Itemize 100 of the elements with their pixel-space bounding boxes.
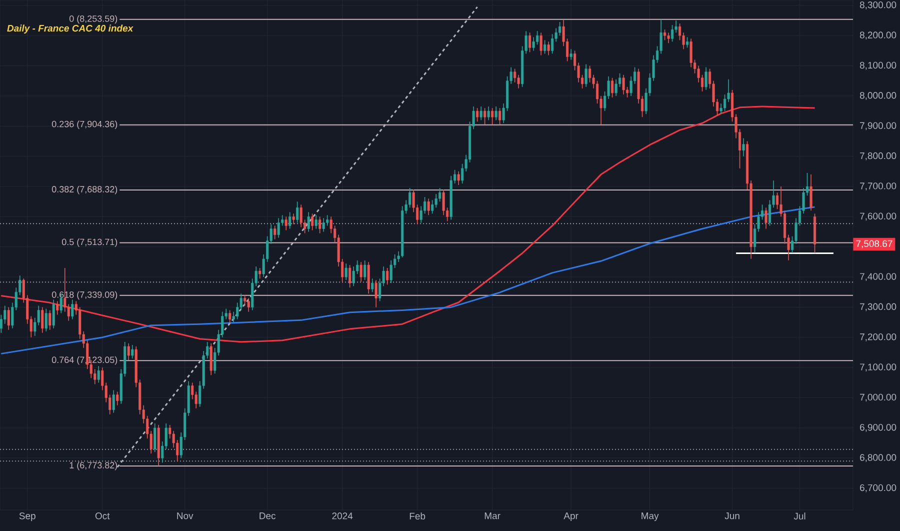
x-tick-label: Apr xyxy=(564,512,578,522)
y-tick-label: 7,200.00 xyxy=(860,333,896,342)
candlestick xyxy=(44,308,48,332)
candlestick xyxy=(307,212,310,232)
candlestick xyxy=(52,299,55,329)
candlestick xyxy=(7,306,10,330)
candlestick xyxy=(678,23,682,41)
candlestick xyxy=(420,206,422,224)
candlestick xyxy=(588,65,592,83)
candlestick xyxy=(296,201,299,224)
y-tick-label: 7,400.00 xyxy=(860,273,896,281)
candlestick xyxy=(517,74,520,89)
y-tick-label: 8,200.00 xyxy=(860,32,896,40)
candlestick xyxy=(584,64,588,88)
candlestick xyxy=(390,260,392,284)
candlestick xyxy=(4,305,6,324)
line-series xyxy=(0,206,816,354)
ref-line-label: 0.236 (7,904.36) xyxy=(52,120,118,130)
y-tick-label: 8,000.00 xyxy=(860,92,896,100)
candlestick xyxy=(292,213,295,225)
candlestick xyxy=(476,108,479,122)
text: Daily - France CAC 40 index xyxy=(7,24,134,34)
y-tick-label: 7,800.00 xyxy=(860,152,896,160)
candlestick xyxy=(127,343,130,360)
x-tick-label: Dec xyxy=(260,512,276,520)
candlestick xyxy=(544,40,546,54)
candlestick xyxy=(697,65,700,83)
candlestick xyxy=(457,171,460,186)
y-tick-label: 7,000.00 xyxy=(860,394,896,402)
candlestick xyxy=(97,366,100,384)
candlestick xyxy=(232,311,235,323)
candlestick xyxy=(487,106,490,121)
candlestick xyxy=(498,108,502,126)
candlestick xyxy=(630,76,632,96)
candlestick xyxy=(374,280,378,308)
candlestick xyxy=(408,188,412,208)
candlestick xyxy=(494,106,498,121)
candlestick xyxy=(764,207,768,230)
candlestick xyxy=(322,218,325,232)
candlestick xyxy=(300,204,302,228)
candlestick xyxy=(247,298,250,312)
candlestick xyxy=(154,422,156,452)
candlestick xyxy=(547,41,550,56)
candlestick xyxy=(0,314,2,334)
candlestick xyxy=(277,218,280,238)
candlestick xyxy=(41,306,44,334)
candlestick xyxy=(284,216,288,231)
candlestick xyxy=(704,66,708,90)
candlestick xyxy=(611,77,614,98)
candlestick xyxy=(686,36,689,48)
candlestick xyxy=(558,22,562,36)
candlestick xyxy=(536,30,539,46)
candlestick xyxy=(491,108,494,126)
candlestick xyxy=(427,198,430,216)
x-tick-label: Jun xyxy=(724,512,740,520)
candlestick xyxy=(434,194,438,208)
x-tick-label: Feb xyxy=(410,512,426,520)
candlestick xyxy=(570,48,572,60)
candlestick xyxy=(352,266,355,286)
x-tick-label: Jul xyxy=(794,512,806,520)
y-tick-label: 8,300.00 xyxy=(860,2,896,10)
candlestick xyxy=(318,216,322,234)
y-tick-label: 8,100.00 xyxy=(860,62,896,70)
candlestick xyxy=(442,189,445,216)
candlestick xyxy=(326,214,329,226)
candlestick xyxy=(348,264,352,288)
y-tick-label: 7,700.00 xyxy=(860,182,896,190)
candlestick xyxy=(671,24,674,42)
y-tick-label: 6,900.00 xyxy=(860,424,896,432)
candlestick xyxy=(288,212,292,230)
candlestick xyxy=(364,260,366,280)
y-tick-label: 7,600.00 xyxy=(860,212,896,221)
candlestick xyxy=(330,216,332,234)
annotation: 7,508.67 xyxy=(856,240,892,248)
candlestick xyxy=(667,32,670,44)
candlestick xyxy=(71,299,74,320)
candlestick xyxy=(371,278,374,293)
candlestick xyxy=(360,262,362,282)
candlestick xyxy=(724,94,726,112)
y-tick-label: 7,300.00 xyxy=(860,303,896,312)
candlestick xyxy=(112,390,115,414)
candlestick xyxy=(131,344,134,359)
x-tick-label: Nov xyxy=(177,512,194,520)
candlestick xyxy=(528,32,532,53)
ref-line-label: 1 (6,773.82) xyxy=(70,462,118,470)
x-tick-label: May xyxy=(642,512,659,522)
candlestick xyxy=(690,38,692,68)
candlestick xyxy=(344,263,348,280)
candlestick xyxy=(311,213,314,231)
y-tick-label: 7,100.00 xyxy=(860,364,896,372)
candlestick xyxy=(540,32,542,56)
candlestick xyxy=(228,310,232,324)
ref-line-label: 0 (8,253.59) xyxy=(69,15,118,24)
candlestick xyxy=(314,214,318,230)
candlestick xyxy=(742,138,745,157)
candlestick xyxy=(48,310,52,330)
candlestick xyxy=(438,188,442,202)
candlestick xyxy=(532,36,535,52)
candlestick xyxy=(386,268,389,285)
x-tick-label: Mar xyxy=(484,512,500,520)
